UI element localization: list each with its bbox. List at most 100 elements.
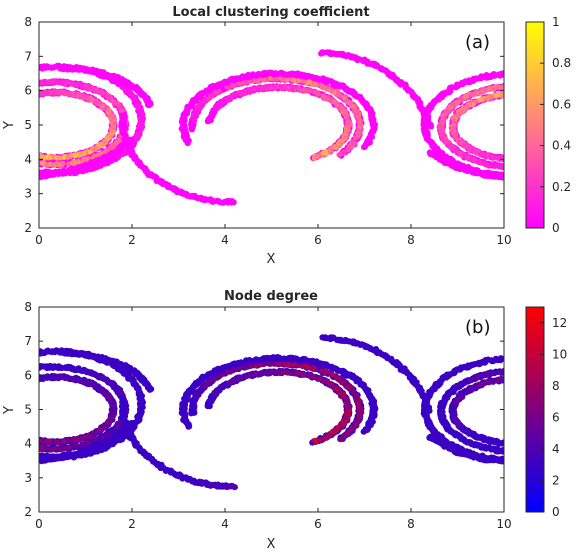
data-point bbox=[1, 390, 7, 396]
data-point bbox=[18, 148, 23, 153]
data-point bbox=[552, 87, 557, 92]
data-point bbox=[5, 437, 11, 443]
data-point bbox=[516, 84, 521, 89]
data-point bbox=[39, 91, 41, 97]
data-point bbox=[18, 158, 24, 164]
data-point bbox=[345, 119, 352, 125]
data-point bbox=[8, 155, 14, 161]
data-point bbox=[213, 105, 219, 111]
data-point bbox=[4, 425, 9, 430]
data-point bbox=[0, 133, 3, 139]
data-point bbox=[11, 145, 17, 151]
data-point bbox=[14, 146, 20, 152]
data-point bbox=[503, 157, 504, 160]
data-point bbox=[33, 438, 38, 443]
data-point bbox=[6, 101, 12, 107]
data-point bbox=[17, 148, 23, 154]
data-point bbox=[506, 92, 512, 98]
data-point bbox=[9, 102, 15, 108]
data-point bbox=[514, 157, 519, 162]
data-point bbox=[514, 165, 519, 170]
data-point bbox=[1, 90, 7, 96]
data-point bbox=[505, 91, 510, 96]
data-point bbox=[7, 427, 13, 433]
data-point bbox=[0, 150, 5, 156]
data-point bbox=[516, 164, 522, 170]
data-point bbox=[31, 81, 37, 87]
data-point bbox=[514, 166, 519, 171]
data-point bbox=[4, 105, 10, 111]
data-point bbox=[518, 91, 523, 96]
data-point bbox=[514, 173, 520, 179]
data-point bbox=[13, 100, 18, 105]
data-point bbox=[0, 136, 5, 141]
data-point bbox=[552, 162, 558, 168]
data-point bbox=[10, 102, 15, 107]
data-point bbox=[9, 386, 15, 392]
data-point bbox=[507, 165, 512, 170]
data-point bbox=[15, 432, 20, 437]
data-point bbox=[13, 98, 19, 104]
data-point bbox=[18, 432, 23, 437]
data-point bbox=[515, 82, 520, 87]
data-point bbox=[0, 394, 4, 400]
data-point bbox=[7, 143, 13, 149]
data-point bbox=[545, 162, 551, 168]
data-point bbox=[8, 428, 13, 433]
data-point bbox=[508, 157, 513, 162]
data-point bbox=[0, 109, 4, 115]
data-point bbox=[7, 141, 12, 146]
y-tick-label: 4 bbox=[24, 152, 32, 166]
data-point bbox=[0, 414, 1, 419]
data-point bbox=[546, 163, 552, 169]
data-point bbox=[13, 85, 18, 90]
data-point bbox=[506, 157, 512, 163]
data-point bbox=[34, 81, 39, 86]
data-point bbox=[510, 92, 516, 98]
data-point bbox=[16, 97, 22, 103]
data-point bbox=[10, 101, 16, 107]
data-point bbox=[13, 432, 19, 438]
data-point bbox=[14, 381, 20, 387]
data-point bbox=[0, 396, 4, 402]
data-point bbox=[2, 422, 7, 427]
data-point bbox=[0, 419, 6, 425]
data-point bbox=[5, 141, 10, 146]
data-point bbox=[9, 429, 15, 435]
data-point bbox=[1, 422, 6, 427]
data-point bbox=[3, 425, 8, 430]
data-point bbox=[285, 71, 292, 78]
scatter-points bbox=[0, 49, 558, 206]
data-point bbox=[515, 92, 521, 98]
data-point bbox=[2, 140, 8, 146]
data-point bbox=[0, 135, 5, 140]
data-point bbox=[1, 423, 7, 429]
data-point bbox=[18, 148, 23, 153]
data-point bbox=[0, 148, 1, 153]
data-point bbox=[13, 383, 19, 389]
data-point bbox=[0, 90, 4, 96]
data-point bbox=[508, 70, 514, 76]
data-point bbox=[512, 92, 517, 97]
data-point bbox=[0, 129, 1, 134]
data-point bbox=[503, 85, 504, 87]
data-point bbox=[12, 100, 18, 106]
data-point bbox=[13, 148, 19, 154]
data-point bbox=[507, 70, 513, 76]
data-point bbox=[31, 65, 37, 71]
data-point bbox=[510, 82, 516, 88]
data-point bbox=[246, 88, 252, 94]
y-tick-label: 2 bbox=[24, 221, 32, 235]
data-point bbox=[0, 91, 5, 97]
data-point bbox=[14, 431, 20, 437]
data-point bbox=[13, 146, 18, 151]
data-point bbox=[11, 87, 16, 92]
data-point bbox=[507, 83, 513, 89]
data-point bbox=[0, 433, 3, 439]
data-point bbox=[512, 90, 518, 96]
data-point bbox=[31, 93, 36, 98]
data-point bbox=[0, 148, 2, 154]
data-point bbox=[4, 141, 9, 146]
data-point bbox=[8, 154, 13, 159]
